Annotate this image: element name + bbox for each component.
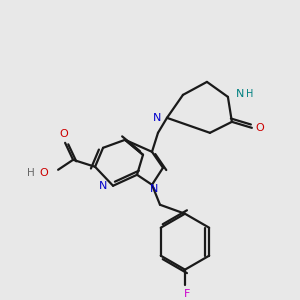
Text: O: O — [60, 129, 68, 139]
Text: H: H — [27, 168, 35, 178]
Text: O: O — [256, 123, 264, 133]
Text: F: F — [184, 289, 190, 298]
Text: N: N — [150, 184, 158, 194]
Text: N: N — [153, 113, 161, 123]
Text: H: H — [246, 89, 253, 99]
Text: O: O — [39, 168, 48, 178]
Text: N: N — [99, 181, 107, 191]
Text: N: N — [236, 89, 244, 99]
